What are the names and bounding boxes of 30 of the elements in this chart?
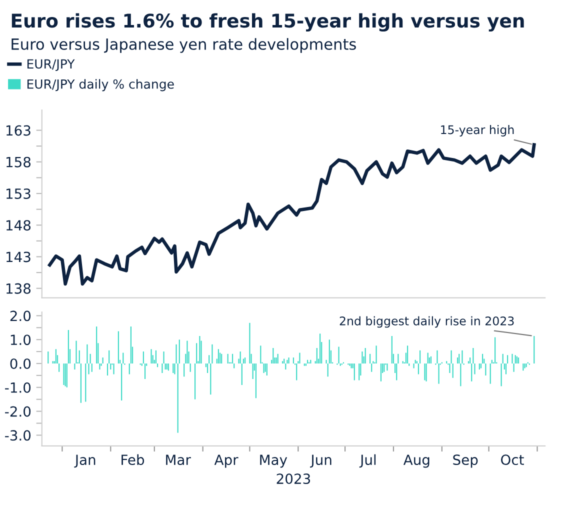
chart-title: Euro rises 1.6% to fresh 15-year high versus yen bbox=[12, 13, 524, 32]
y-tick-label: 2.0 bbox=[10, 310, 31, 322]
y-tick-label: 143 bbox=[6, 252, 30, 262]
legend-label: EUR/JPY bbox=[27, 59, 75, 72]
x-axis-title: 2023 bbox=[276, 474, 310, 484]
annotation: 15-year high bbox=[441, 125, 514, 136]
x-tick-label: Apr bbox=[214, 454, 238, 468]
annotation: 2nd biggest daily rise in 2023 bbox=[340, 316, 514, 328]
y-tick-label: -3.0 bbox=[5, 430, 31, 441]
y-tick-label: 1.0 bbox=[10, 334, 31, 346]
y-tick-label: 153 bbox=[6, 188, 30, 199]
x-tick-label: Jan bbox=[74, 454, 96, 468]
x-tick-label: Oct bbox=[501, 454, 524, 466]
y-tick-label: -2.0 bbox=[5, 406, 31, 417]
y-tick-label: 148 bbox=[6, 220, 31, 231]
y-tick-label: 163 bbox=[6, 125, 30, 136]
x-tick-label: Aug bbox=[403, 454, 430, 468]
chart-subtitle: Euro versus Japanese yen rate developments bbox=[12, 38, 356, 53]
x-tick-label: May bbox=[260, 454, 288, 468]
legend-label: EUR/JPY daily % change bbox=[27, 79, 174, 92]
x-tick-label: Sep bbox=[453, 454, 478, 468]
y-tick-label: 138 bbox=[6, 283, 31, 294]
line-series bbox=[48, 143, 536, 286]
x-tick-label: Feb bbox=[122, 454, 144, 466]
y-tick-label: 158 bbox=[6, 156, 31, 168]
x-tick-label: Jul bbox=[359, 454, 376, 468]
y-tick-label: 0.0 bbox=[10, 358, 31, 369]
x-tick-label: Mar bbox=[166, 454, 191, 466]
y-tick-label: -1.0 bbox=[5, 382, 31, 393]
x-tick-label: Jun bbox=[310, 454, 332, 468]
